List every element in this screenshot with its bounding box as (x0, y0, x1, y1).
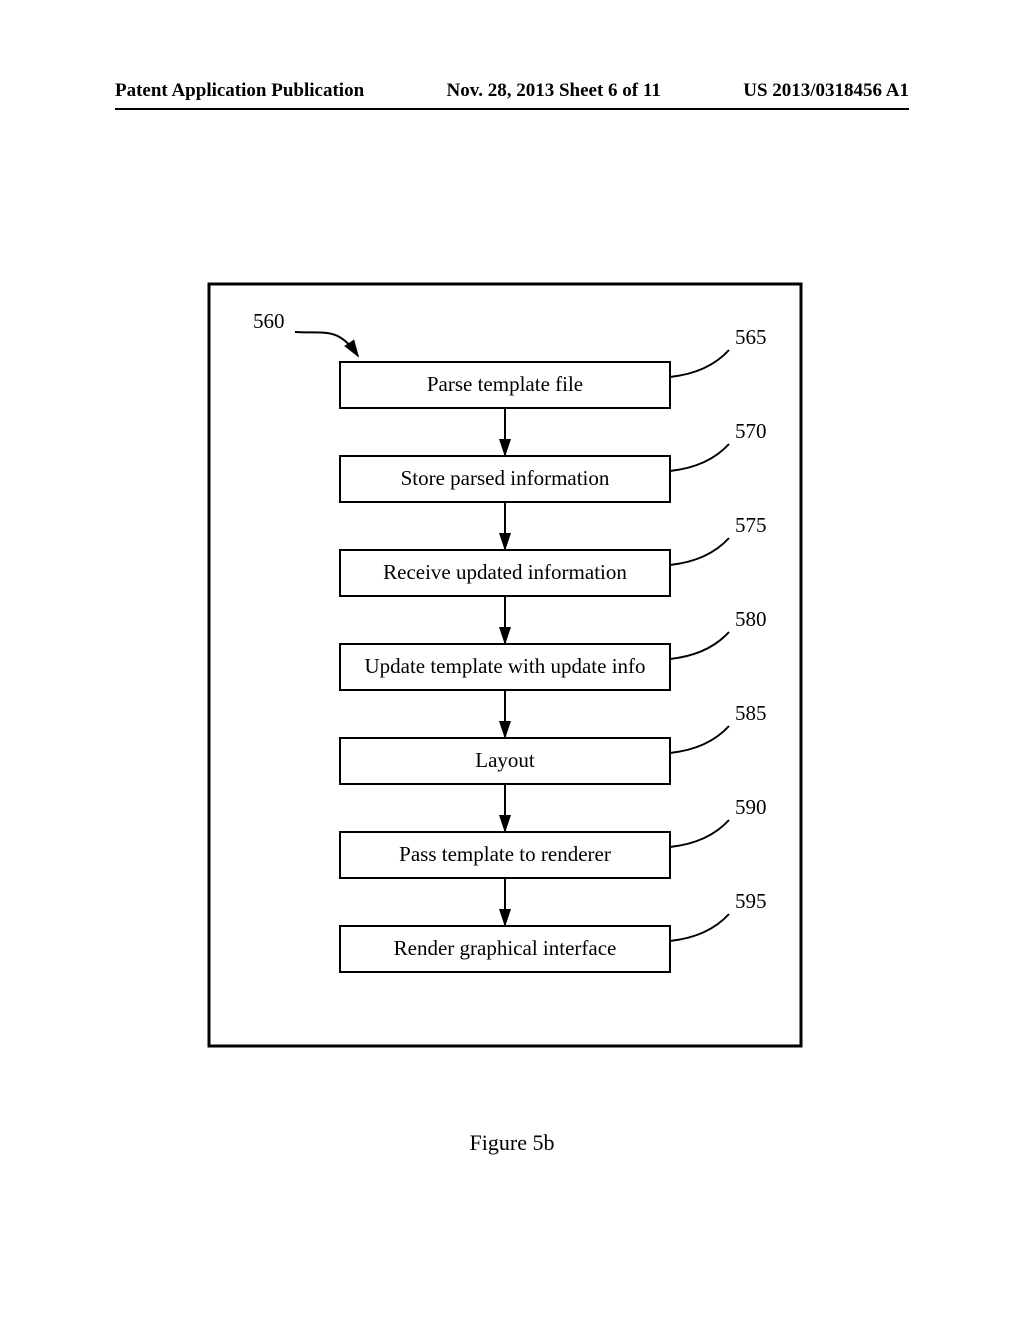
flow-step-label: Pass template to renderer (399, 842, 611, 866)
header-rule (115, 108, 909, 110)
ref-number-origin: 560 (253, 309, 285, 333)
flow-step-label: Store parsed information (401, 466, 610, 490)
ref-number: 595 (735, 889, 767, 913)
flow-step-label: Parse template file (427, 372, 583, 396)
flow-step-label: Render graphical interface (394, 936, 617, 960)
flow-step-label: Update template with update info (364, 654, 645, 678)
ref-number: 590 (735, 795, 767, 819)
figure-caption: Figure 5b (0, 1130, 1024, 1156)
ref-number: 580 (735, 607, 767, 631)
ref-number: 570 (735, 419, 767, 443)
page-header: Patent Application Publication Nov. 28, … (115, 80, 909, 102)
ref-number: 575 (735, 513, 767, 537)
page: Patent Application Publication Nov. 28, … (0, 0, 1024, 1320)
flowchart: Parse template file 565 Store parsed infor… (205, 280, 820, 1055)
header-left: Patent Application Publication (115, 80, 364, 102)
header-right: US 2013/0318456 A1 (743, 80, 909, 102)
flow-step-label: Layout (475, 748, 535, 772)
ref-number: 585 (735, 701, 767, 725)
flow-step-label: Receive updated information (383, 560, 627, 584)
header-center: Nov. 28, 2013 Sheet 6 of 11 (447, 80, 661, 102)
ref-number: 565 (735, 325, 767, 349)
